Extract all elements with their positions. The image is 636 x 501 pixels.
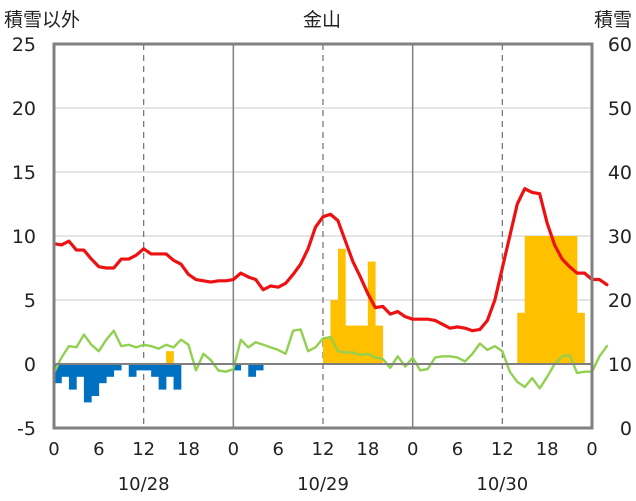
left-y-tick-label: 5 bbox=[24, 290, 36, 312]
orange-bar bbox=[352, 325, 361, 364]
orange-bar bbox=[367, 261, 376, 364]
left-y-tick-label: 20 bbox=[12, 98, 36, 120]
x-tick-label: 0 bbox=[48, 439, 59, 460]
right-y-tick-label: 10 bbox=[608, 354, 632, 376]
bars bbox=[54, 236, 585, 403]
blue-bar bbox=[173, 364, 182, 390]
blue-bar bbox=[158, 364, 167, 390]
orange-bar bbox=[569, 236, 578, 364]
orange-bar bbox=[577, 312, 585, 364]
blue-bar bbox=[61, 364, 70, 377]
left-y-tick-label: 15 bbox=[12, 162, 36, 184]
left-y-tick-label: 25 bbox=[12, 34, 36, 56]
titles: 積雪以外 金山 積雪 bbox=[4, 9, 632, 31]
orange-bar bbox=[554, 236, 563, 364]
blue-bar bbox=[76, 364, 85, 377]
orange-bar bbox=[547, 236, 555, 364]
left-y-tick-label: 10 bbox=[12, 226, 36, 248]
orange-bar bbox=[360, 325, 369, 364]
orange-bar bbox=[337, 248, 346, 364]
orange-bar bbox=[532, 236, 540, 364]
blue-bar bbox=[128, 364, 137, 377]
blue-bar bbox=[248, 364, 257, 377]
left-y-tick-label: -5 bbox=[17, 418, 36, 440]
green-series-line bbox=[52, 328, 609, 390]
date-label: 10/28 bbox=[118, 474, 170, 495]
orange-bar bbox=[524, 236, 533, 364]
right-y-tick-label: 40 bbox=[608, 162, 632, 184]
plot-frame bbox=[52, 42, 594, 430]
orange-bar bbox=[562, 236, 570, 364]
blue-bar bbox=[68, 364, 77, 390]
blue-bar bbox=[233, 364, 242, 371]
x-tick-label: 18 bbox=[356, 439, 379, 460]
x-tick-label: 6 bbox=[452, 439, 463, 460]
blue-bar bbox=[91, 364, 100, 396]
right-y-tick-label: 20 bbox=[608, 290, 632, 312]
orange-bar bbox=[323, 338, 331, 364]
blue-bar bbox=[151, 364, 159, 377]
date-label: 10/29 bbox=[297, 474, 349, 495]
right-axis-label: 積雪 bbox=[594, 9, 632, 31]
blue-bar bbox=[54, 364, 62, 384]
left-axis-label: 積雪以外 bbox=[4, 9, 80, 31]
x-tick-label: 0 bbox=[228, 439, 239, 460]
x-tick-label: 18 bbox=[536, 439, 559, 460]
left-y-tick-label: 0 bbox=[24, 354, 36, 376]
x-tick-label: 12 bbox=[132, 439, 155, 460]
red-series-line bbox=[52, 187, 609, 333]
right-y-tick-label: 30 bbox=[608, 226, 632, 248]
right-y-tick-label: 0 bbox=[620, 418, 632, 440]
blue-bar bbox=[166, 364, 174, 377]
blue-bar bbox=[106, 364, 115, 377]
orange-bar bbox=[345, 325, 354, 364]
blue-bar bbox=[136, 364, 144, 371]
orange-bar bbox=[330, 300, 339, 364]
blue-bar bbox=[113, 364, 122, 371]
orange-bar bbox=[166, 351, 174, 364]
orange-bar bbox=[375, 325, 384, 364]
x-tick-label: 12 bbox=[491, 439, 514, 460]
x-tick-label: 6 bbox=[272, 439, 283, 460]
orange-bar bbox=[539, 236, 548, 364]
x-tick-label: 0 bbox=[586, 439, 597, 460]
blue-bar bbox=[143, 364, 152, 371]
lines bbox=[52, 187, 609, 390]
x-tick-label: 0 bbox=[407, 439, 418, 460]
plot-border bbox=[52, 42, 594, 430]
right-y-tick-label: 50 bbox=[608, 98, 632, 120]
chart-title: 金山 bbox=[303, 9, 341, 31]
blue-bar bbox=[83, 364, 92, 403]
x-tick-label: 6 bbox=[93, 439, 104, 460]
x-tick-label: 18 bbox=[177, 439, 200, 460]
x-tick-label: 12 bbox=[312, 439, 335, 460]
blue-bar bbox=[255, 364, 264, 371]
orange-bar bbox=[517, 312, 526, 364]
right-y-tick-label: 60 bbox=[608, 34, 632, 56]
blue-bar bbox=[98, 364, 107, 384]
date-label: 10/30 bbox=[476, 474, 528, 495]
